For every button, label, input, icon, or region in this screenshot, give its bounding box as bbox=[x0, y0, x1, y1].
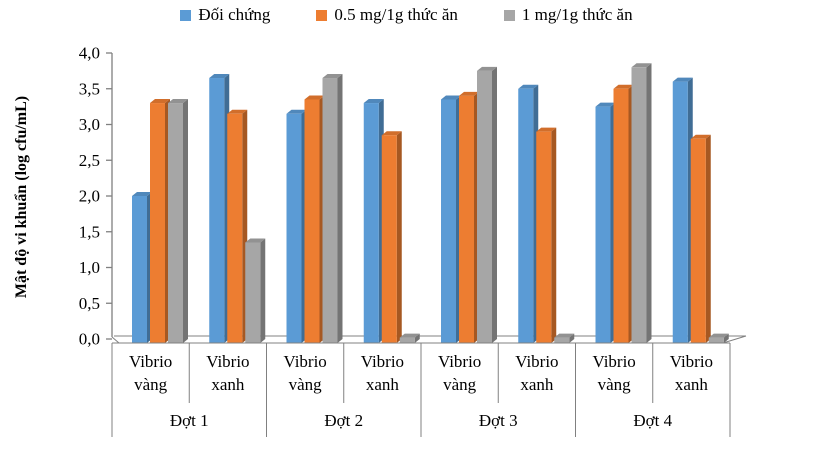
y-tick-label: 1,0 bbox=[79, 258, 100, 277]
category-axis: Vibrio vàng Vibrio xanh Vibrio vàng Vibrio xanh… bbox=[111, 342, 731, 437]
legend-label: 1 mg/1g thức ăn bbox=[521, 5, 633, 24]
subgroup-label: xanh bbox=[520, 375, 554, 394]
legend-swatch-icon bbox=[180, 9, 192, 21]
legend-item: 1 mg/1g thức ăn bbox=[503, 5, 633, 25]
subgroup-label: vàng bbox=[443, 375, 477, 394]
bars bbox=[132, 63, 729, 344]
y-tick-label: 2,5 bbox=[79, 151, 100, 170]
y-axis-title: Mật độ vi khuẩn (log cfu/mL) bbox=[13, 96, 30, 298]
bar bbox=[595, 102, 616, 343]
y-tick-label: 0,5 bbox=[79, 294, 100, 313]
y-tick-label: 1,5 bbox=[79, 222, 100, 241]
bar bbox=[227, 109, 248, 344]
y-tick-label: 3,0 bbox=[79, 115, 100, 134]
subgroup-label: Vibrio bbox=[283, 352, 326, 371]
legend-label: Đối chứng bbox=[198, 5, 271, 24]
bar bbox=[518, 84, 539, 343]
y-tick-label: 4,0 bbox=[79, 44, 100, 63]
subgroup-label: Vibrio bbox=[592, 352, 635, 371]
group-label: Đợt 4 bbox=[633, 411, 672, 430]
bar bbox=[554, 333, 575, 343]
subgroup-label: Vibrio bbox=[361, 352, 404, 371]
subgroup-label: vàng bbox=[598, 375, 632, 394]
legend-swatch-icon bbox=[316, 9, 328, 21]
bar bbox=[381, 131, 402, 343]
y-tick-label: 2,0 bbox=[79, 187, 100, 206]
bar bbox=[459, 91, 479, 344]
bar bbox=[363, 99, 384, 343]
bar bbox=[304, 95, 325, 343]
group-label: Đợt 3 bbox=[479, 411, 518, 430]
group-label: Đợt 2 bbox=[324, 411, 363, 430]
bar bbox=[132, 192, 152, 343]
legend-swatch-icon bbox=[503, 9, 515, 21]
bar bbox=[150, 99, 170, 343]
y-tick-label: 3,5 bbox=[79, 79, 100, 98]
bar bbox=[209, 74, 230, 344]
subgroup-label: Vibrio bbox=[670, 352, 713, 371]
legend: Đối chứng 0.5 mg/1g thức ăn 1 mg/1g thức… bbox=[0, 5, 813, 25]
group-label: Đợt 1 bbox=[170, 411, 209, 430]
bar bbox=[631, 63, 652, 344]
legend-item: Đối chứng bbox=[180, 5, 270, 25]
bar bbox=[322, 74, 343, 344]
subgroup-label: xanh bbox=[211, 375, 245, 394]
bar bbox=[286, 109, 307, 344]
bar bbox=[399, 333, 420, 343]
subgroup-label: xanh bbox=[675, 375, 709, 394]
subgroup-label: Vibrio bbox=[206, 352, 249, 371]
subgroup-label: vàng bbox=[134, 375, 168, 394]
y-axis: 0,0 0,5 1,0 1,5 2,0 2,5 3,0 3,5 4,0 bbox=[79, 44, 747, 349]
subgroup-label: Vibrio bbox=[515, 352, 558, 371]
bar bbox=[441, 95, 461, 343]
legend-item: 0.5 mg/1g thức ăn bbox=[316, 5, 458, 25]
bar bbox=[672, 77, 693, 343]
bar bbox=[536, 127, 557, 344]
bar bbox=[708, 333, 729, 343]
legend-label: 0.5 mg/1g thức ăn bbox=[334, 5, 458, 24]
subgroup-label: Vibrio bbox=[438, 352, 481, 371]
subgroup-label: xanh bbox=[366, 375, 400, 394]
bar bbox=[690, 134, 711, 343]
bar bbox=[477, 66, 497, 343]
y-tick-label: 0,0 bbox=[79, 330, 100, 349]
bar bbox=[245, 238, 266, 343]
subgroup-label: Vibrio bbox=[129, 352, 172, 371]
bar bbox=[168, 99, 188, 343]
subgroup-label: vàng bbox=[289, 375, 323, 394]
bar bbox=[613, 84, 634, 343]
